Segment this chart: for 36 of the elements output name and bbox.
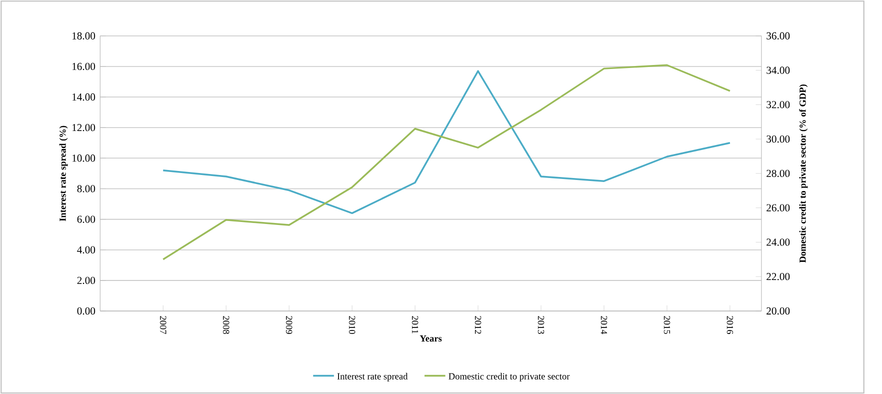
y2-tick-label: 20.00 [766,307,790,315]
x-tick-label: 2013 [538,316,544,334]
x-tick-label: 2016 [726,316,734,334]
y2-tick-label: 32.00 [766,101,790,108]
x-tick-label: 2014 [600,316,608,334]
y-tick-label: 16.00 [72,62,96,70]
y2-tick-label: 28.00 [766,170,790,177]
legend-label: Interest rate spread [337,372,408,382]
y-tick-label: 12.00 [72,124,96,132]
legend-label: Domestic credit to private sector [448,372,570,382]
y2-axis-title: Domestic credit to private sector (% of GDP) [799,84,808,263]
y2-tick-label: 22.00 [766,272,790,280]
y-tick-label: 2.00 [77,276,96,284]
line-series [162,70,731,214]
line-series [162,64,731,260]
y2-tick-label: 34.00 [766,66,790,74]
x-tick-label: 2009 [286,316,292,334]
y-tick-label: 8.00 [77,185,96,192]
x-tick-label: 2007 [160,316,166,334]
x-tick-label: 2015 [664,316,670,334]
y-tick-label: 10.00 [72,154,96,162]
y-tick-label: 18.00 [72,32,96,40]
y2-tick-label: 36.00 [766,32,790,40]
y-tick-label: 0.00 [77,307,96,315]
y-tick-label: 14.00 [72,93,96,101]
y-axis-title: Interest rate spread (%) [59,126,68,222]
y2-tick-label: 30.00 [766,135,790,143]
x-axis-title: Years [420,335,442,342]
y2-tick-label: 24.00 [766,238,790,246]
x-tick-label: 2010 [348,316,356,334]
y-tick-label: 4.00 [77,246,96,254]
x-tick-label: 2008 [222,316,230,334]
y2-tick-label: 26.00 [766,204,790,212]
x-tick-label: 2012 [474,316,482,334]
x-tick-label: 2011 [412,316,418,334]
y-tick-label: 6.00 [77,216,96,223]
